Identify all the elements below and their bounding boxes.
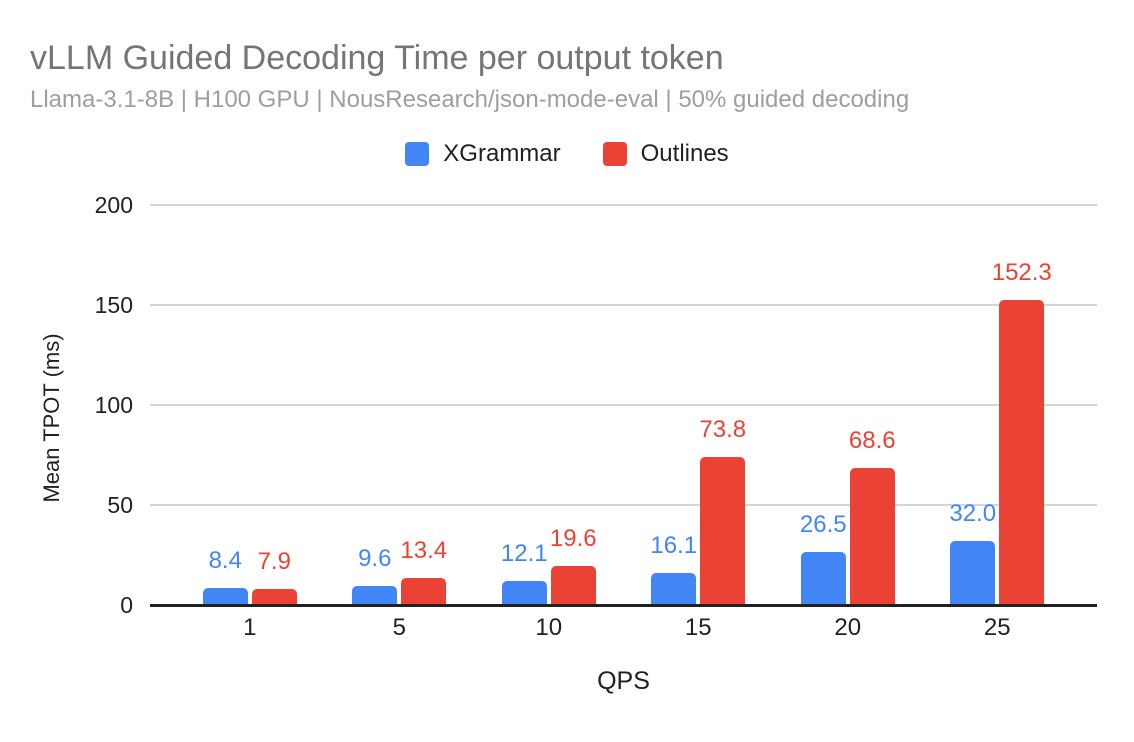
bar-outlines xyxy=(849,467,895,605)
bar-groups: 8.4 7.9 9.6 13.4 12.1 19.6 16.1 73.8 26.5 68.6 32.… xyxy=(150,205,1097,605)
bar-wrap: 19.6 xyxy=(550,525,597,605)
bar-value-label: 73.8 xyxy=(699,416,747,444)
bar-wrap: 13.4 xyxy=(400,537,447,605)
xgrammar-swatch-icon xyxy=(405,142,430,166)
bar-xgrammar xyxy=(501,580,547,605)
bar-outlines xyxy=(401,578,447,605)
x-tick-label: 20 xyxy=(834,614,862,641)
bar-outlines xyxy=(251,589,297,605)
bar-value-label: 9.6 xyxy=(358,544,392,572)
x-tick-label: 10 xyxy=(535,614,563,641)
bar-wrap: 8.4 xyxy=(202,547,248,605)
y-tick-label: 150 xyxy=(94,292,133,318)
y-tick-label: 0 xyxy=(120,592,133,618)
bar-group: 12.1 19.6 xyxy=(474,205,624,605)
x-axis-labels: 1 5 10 15 20 25 xyxy=(150,613,1097,643)
bar-value-label: 32.0 xyxy=(949,500,997,527)
bar-wrap: 73.8 xyxy=(699,416,746,605)
gridline xyxy=(150,404,1097,406)
y-tick-label: 50 xyxy=(107,492,133,518)
y-axis-title: Mean TPOT (ms) xyxy=(39,333,64,503)
y-tick-label: 200 xyxy=(94,192,133,218)
bar-group: 8.4 7.9 xyxy=(175,205,325,605)
bar-wrap: 9.6 xyxy=(352,545,398,605)
bar-wrap: 152.3 xyxy=(992,259,1052,605)
bar-group: 9.6 13.4 xyxy=(325,205,475,605)
plot-area: 8.4 7.9 9.6 13.4 12.1 19.6 16.1 73.8 26.5 68.6 32.… xyxy=(150,204,1097,607)
bar-xgrammar xyxy=(950,541,996,605)
bar-value-label: 12.1 xyxy=(500,539,548,567)
legend-item-xgrammar: XGrammar xyxy=(405,140,561,168)
bar-xgrammar xyxy=(800,552,846,605)
bar-value-label: 16.1 xyxy=(650,531,698,559)
legend-label-outlines: Outlines xyxy=(640,140,729,167)
bar-value-label: 13.4 xyxy=(400,537,448,565)
bar-value-label: 19.6 xyxy=(549,524,597,552)
bar-xgrammar xyxy=(651,572,697,605)
x-tick-label: 15 xyxy=(684,614,712,641)
chart-title: vLLM Guided Decoding Time per output tok… xyxy=(30,39,724,77)
y-tick-label: 100 xyxy=(94,392,133,418)
legend-item-outlines: Outlines xyxy=(602,140,729,168)
legend: XGrammar Outlines xyxy=(0,140,1134,168)
bar-wrap: 12.1 xyxy=(501,540,548,605)
x-tick-label: 5 xyxy=(392,614,406,641)
x-axis-title: QPS xyxy=(597,667,650,695)
chart-subtitle: Llama-3.1-8B | H100 GPU | NousResearch/j… xyxy=(30,86,910,113)
bar-value-label: 7.9 xyxy=(257,548,291,576)
bar-value-label: 152.3 xyxy=(991,259,1052,287)
bar-wrap: 7.9 xyxy=(251,548,297,605)
bar-value-label: 8.4 xyxy=(208,547,242,575)
bar-value-label: 26.5 xyxy=(799,511,847,538)
x-tick-label: 25 xyxy=(983,614,1011,641)
x-axis-line xyxy=(150,604,1097,607)
bar-outlines xyxy=(999,300,1045,605)
bar-wrap: 26.5 xyxy=(800,511,847,605)
bar-group: 16.1 73.8 xyxy=(624,205,774,605)
bar-wrap: 68.6 xyxy=(849,427,896,605)
bar-value-label: 68.6 xyxy=(848,426,896,454)
bar-outlines xyxy=(550,565,596,605)
bar-wrap: 16.1 xyxy=(650,532,697,605)
bar-xgrammar xyxy=(202,588,248,605)
bar-xgrammar xyxy=(352,585,398,605)
y-axis-ticks: 0 50 100 150 200 xyxy=(0,192,133,618)
bar-outlines xyxy=(700,457,746,605)
gridline xyxy=(150,304,1097,306)
gridline xyxy=(150,504,1097,506)
x-tick-label: 1 xyxy=(243,614,257,641)
bar-group: 32.0 152.3 xyxy=(923,205,1073,605)
outlines-swatch-icon xyxy=(602,142,627,166)
bar-group: 26.5 68.6 xyxy=(773,205,923,605)
legend-label-xgrammar: XGrammar xyxy=(443,140,561,167)
gridline xyxy=(150,204,1097,206)
bar-wrap: 32.0 xyxy=(949,500,996,605)
